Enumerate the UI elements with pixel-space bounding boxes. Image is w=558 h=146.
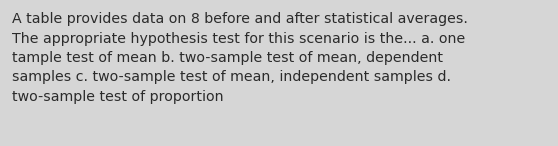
Text: A table provides data on 8 before and after statistical averages.
The appropriat: A table provides data on 8 before and af… [12, 12, 468, 104]
